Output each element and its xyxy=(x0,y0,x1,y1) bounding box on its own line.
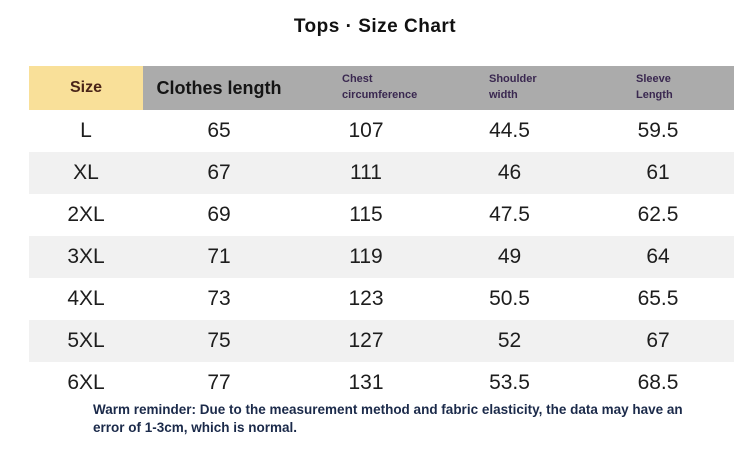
cell-size: 2XL xyxy=(67,203,105,226)
cell-clothes-length: 75 xyxy=(207,329,231,352)
header-cell-size: Size xyxy=(29,66,143,110)
cell-shoulder-width: 47.5 xyxy=(489,203,530,226)
cell-clothes-length: 73 xyxy=(207,287,231,310)
cell-size: 3XL xyxy=(67,245,105,268)
cell-sleeve-length: 61 xyxy=(646,161,670,184)
cell-size: XL xyxy=(73,161,99,184)
warm-reminder-note: Warm reminder: Due to the measurement me… xyxy=(93,402,683,435)
cell-clothes-length: 67 xyxy=(207,161,231,184)
cell-chest-circumference: 127 xyxy=(348,329,384,352)
cell-sleeve-length: 67 xyxy=(646,329,670,352)
table-row: 2XL 69 115 47.5 62.5 xyxy=(29,194,734,236)
cell-shoulder-width: 52 xyxy=(497,329,522,352)
cell-chest-circumference: 119 xyxy=(349,245,383,268)
cell-clothes-length: 65 xyxy=(207,119,231,142)
size-chart-table: Size Clothes length Chest circumference … xyxy=(29,66,734,404)
table-row: L 65 107 44.5 59.5 xyxy=(29,110,734,152)
cell-clothes-length: 69 xyxy=(207,203,231,226)
cell-chest-circumference: 107 xyxy=(348,119,384,142)
table-row: 5XL 75 127 52 67 xyxy=(29,320,734,362)
cell-sleeve-length: 64 xyxy=(646,245,670,268)
cell-size: 5XL xyxy=(67,329,105,352)
cell-size: L xyxy=(80,119,92,142)
header-cell-shoulder-width: Shoulder width xyxy=(489,73,537,101)
cell-sleeve-length: 68.5 xyxy=(637,371,679,394)
table-row: 6XL 77 131 53.5 68.5 xyxy=(29,362,734,404)
cell-size: 4XL xyxy=(67,287,105,310)
cell-sleeve-length: 65.5 xyxy=(637,287,679,310)
table-row: XL 67 111 46 61 xyxy=(29,152,734,194)
cell-chest-circumference: 131 xyxy=(348,371,384,394)
cell-shoulder-width: 44.5 xyxy=(489,119,530,142)
cell-clothes-length: 77 xyxy=(207,371,231,394)
cell-shoulder-width: 53.5 xyxy=(489,371,530,394)
header-cell-sleeve-length: Sleeve Length xyxy=(636,73,673,101)
cell-sleeve-length: 59.5 xyxy=(637,119,679,142)
cell-shoulder-width: 46 xyxy=(497,161,522,184)
cell-shoulder-width: 50.5 xyxy=(489,287,530,310)
table-row: 4XL 73 123 50.5 65.5 xyxy=(29,278,734,320)
table-header-row: Size Clothes length Chest circumference … xyxy=(29,66,734,110)
cell-size: 6XL xyxy=(67,371,105,394)
page-title: Tops · Size Chart xyxy=(293,16,457,37)
cell-chest-circumference: 115 xyxy=(349,203,383,226)
table-row: 3XL 71 119 49 64 xyxy=(29,236,734,278)
cell-shoulder-width: 49 xyxy=(497,245,522,268)
header-cell-chest-circumference: Chest circumference xyxy=(342,73,418,101)
cell-chest-circumference: 123 xyxy=(348,287,384,310)
cell-clothes-length: 71 xyxy=(207,245,231,268)
header-cell-clothes-length: Clothes length xyxy=(156,77,282,98)
cell-chest-circumference: 111 xyxy=(350,161,382,184)
cell-sleeve-length: 62.5 xyxy=(637,203,679,226)
